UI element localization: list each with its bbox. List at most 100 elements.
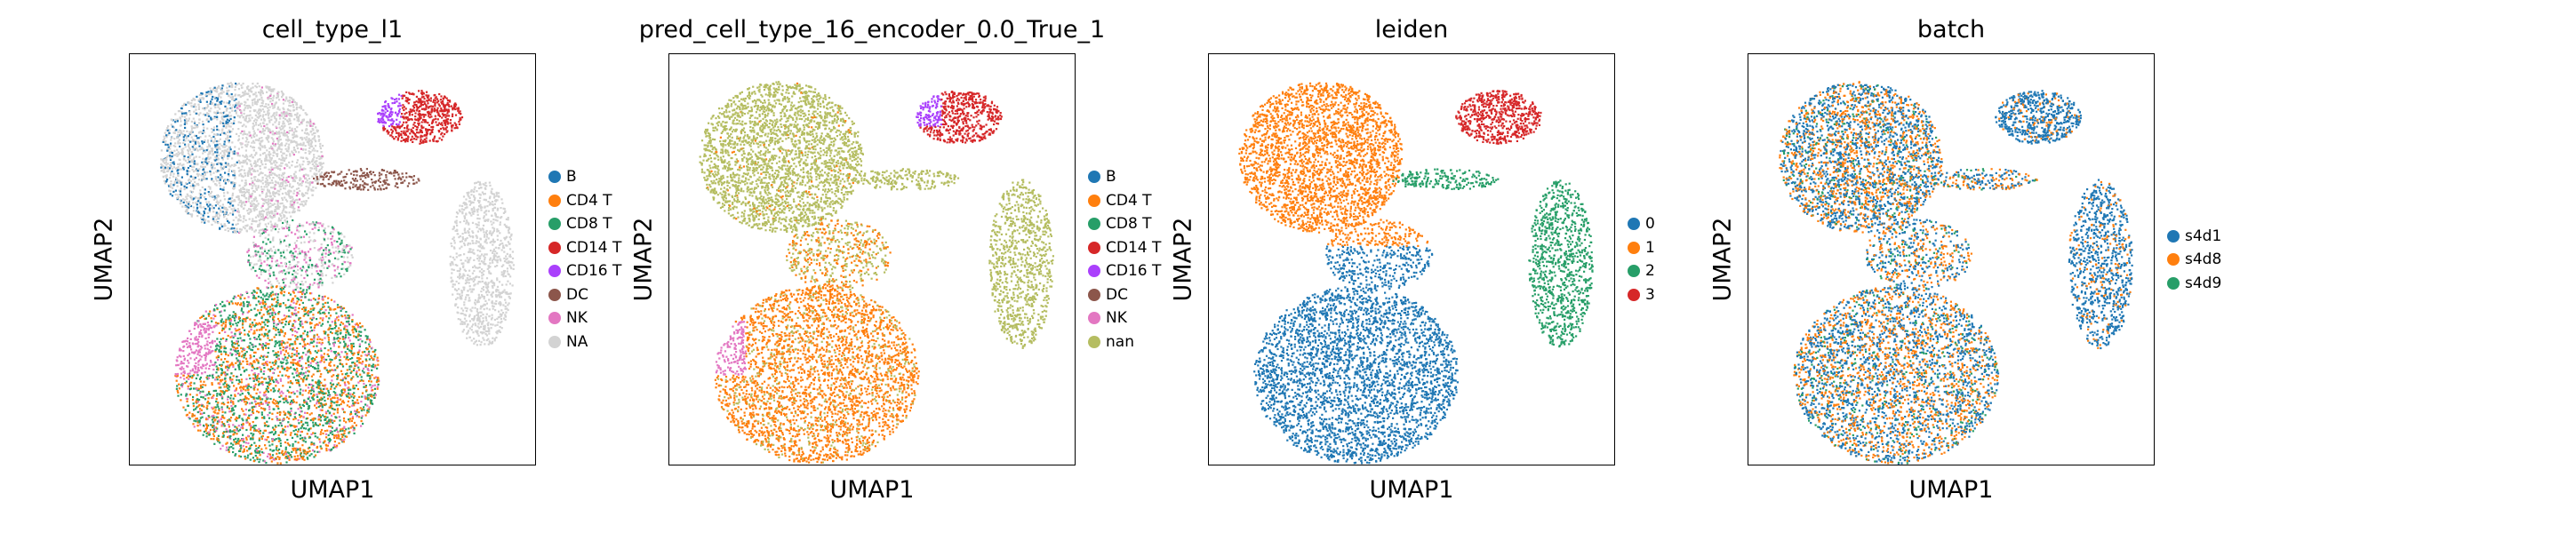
point-cluster-bottom (174, 285, 380, 465)
legend-marker (1088, 218, 1100, 231)
legend-marker (2167, 253, 2180, 266)
y-axis-label: UMAP2 (1709, 218, 1737, 302)
legend-marker (548, 288, 561, 301)
legend-item: NA (548, 330, 621, 354)
legend-marker (548, 241, 561, 254)
point-cluster-bridge (313, 168, 420, 191)
legend-item: s4d8 (2167, 248, 2221, 272)
legend-label: s4d1 (2185, 227, 2221, 245)
point-cluster-mono (1995, 90, 2082, 145)
legend-marker (1088, 288, 1100, 301)
chart-title: batch (1917, 16, 1985, 44)
legend-label: s4d8 (2185, 251, 2221, 268)
legend-item: B (1088, 165, 1161, 189)
legend-item: CD14 T (1088, 236, 1161, 260)
y-axis-label: UMAP2 (630, 218, 658, 302)
point-cluster-bottom (714, 285, 920, 464)
legend-label: CD4 T (1106, 192, 1152, 210)
legend-item: nan (1088, 330, 1161, 354)
legend-item: DC (1088, 283, 1161, 307)
y-axis-label: UMAP2 (1170, 218, 1197, 302)
legend-label: CD16 T (566, 262, 621, 280)
legend-label: B (1106, 168, 1116, 186)
y-axis-label: UMAP2 (91, 218, 118, 302)
legend-item: CD8 T (548, 212, 621, 236)
legend-label: DC (566, 286, 588, 304)
point-cluster-top (1238, 82, 1404, 234)
legend-label: CD14 T (566, 239, 621, 257)
plot-area (129, 53, 536, 465)
legend-marker (1088, 312, 1100, 325)
point-cluster-right (988, 179, 1054, 349)
legend-label: nan (1106, 333, 1134, 351)
plot-area (1208, 53, 1615, 465)
legend-item: 1 (1628, 236, 1655, 260)
legend-label: DC (1106, 286, 1128, 304)
legend-marker (1088, 335, 1100, 348)
point-cluster-right (2068, 179, 2133, 350)
point-cluster-bridge (1392, 168, 1500, 190)
point-cluster-mono (377, 90, 464, 145)
x-axis-label: UMAP1 (291, 476, 375, 504)
legend-marker (1088, 194, 1100, 207)
legend-marker (1088, 171, 1100, 184)
legend-label: 0 (1645, 215, 1655, 233)
legend-marker (548, 194, 561, 207)
legend-marker (1628, 241, 1640, 254)
chart-title: cell_type_l1 (262, 16, 403, 44)
point-cluster-mid (1866, 219, 1972, 291)
legend-label: 1 (1645, 239, 1655, 257)
legend-label: CD8 T (566, 215, 612, 233)
legend-label: CD8 T (1106, 215, 1152, 233)
umap-scatter (1779, 81, 2133, 465)
legend-marker (548, 218, 561, 231)
legend-label: s4d9 (2185, 274, 2221, 292)
point-cluster-mono (916, 91, 1003, 144)
legend-item: CD4 T (1088, 189, 1161, 213)
legend-item: CD4 T (548, 189, 621, 213)
point-cluster-top (160, 82, 324, 235)
legend-label: CD14 T (1106, 239, 1161, 257)
legend-label: NK (566, 309, 588, 327)
umap-scatter (699, 81, 1054, 464)
chart-title: pred_cell_type_16_encoder_0.0_True_1 (639, 16, 1105, 44)
chart-title: leiden (1375, 16, 1448, 44)
legend-label: NK (1106, 309, 1127, 327)
legend-label: CD16 T (1106, 262, 1161, 280)
point-cluster-mid (786, 219, 892, 291)
umap-scatter (160, 82, 515, 465)
x-axis-label: UMAP1 (1370, 476, 1454, 504)
legend-item: 2 (1628, 259, 1655, 283)
point-cluster-mid (1325, 219, 1434, 292)
legend-item: CD16 T (548, 259, 621, 283)
legend-label: NA (566, 333, 588, 351)
legend-marker (1628, 265, 1640, 278)
legend: s4d1 s4d8 s4d9 (2167, 224, 2221, 295)
legend-marker (2167, 229, 2180, 243)
x-axis-label: UMAP1 (830, 476, 915, 504)
legend-marker (1628, 288, 1640, 301)
legend-item: s4d9 (2167, 271, 2221, 295)
legend-marker (1088, 241, 1100, 254)
legend-item: DC (548, 283, 621, 307)
legend-marker (548, 171, 561, 184)
legend-item: B (548, 165, 621, 189)
legend-marker (1628, 218, 1640, 231)
point-cluster-bridge (853, 168, 960, 191)
legend-item: 0 (1628, 212, 1655, 236)
legend-label: B (566, 168, 577, 186)
legend-marker (548, 312, 561, 325)
plot-area (1748, 53, 2155, 465)
point-cluster-top (699, 81, 864, 234)
legend-item: 3 (1628, 283, 1655, 307)
point-cluster-bottom (1793, 285, 2000, 465)
point-cluster-bottom (1253, 285, 1459, 465)
point-cluster-right (1528, 179, 1594, 348)
legend-label: 2 (1645, 262, 1655, 280)
point-cluster-right (449, 180, 515, 346)
legend-item: s4d1 (2167, 224, 2221, 248)
legend-label: CD4 T (566, 192, 612, 210)
legend: 0 1 2 3 (1628, 212, 1655, 306)
legend: B CD4 T CD8 T CD14 T CD16 T DC NK NA (548, 165, 621, 354)
point-cluster-mid (246, 219, 354, 291)
